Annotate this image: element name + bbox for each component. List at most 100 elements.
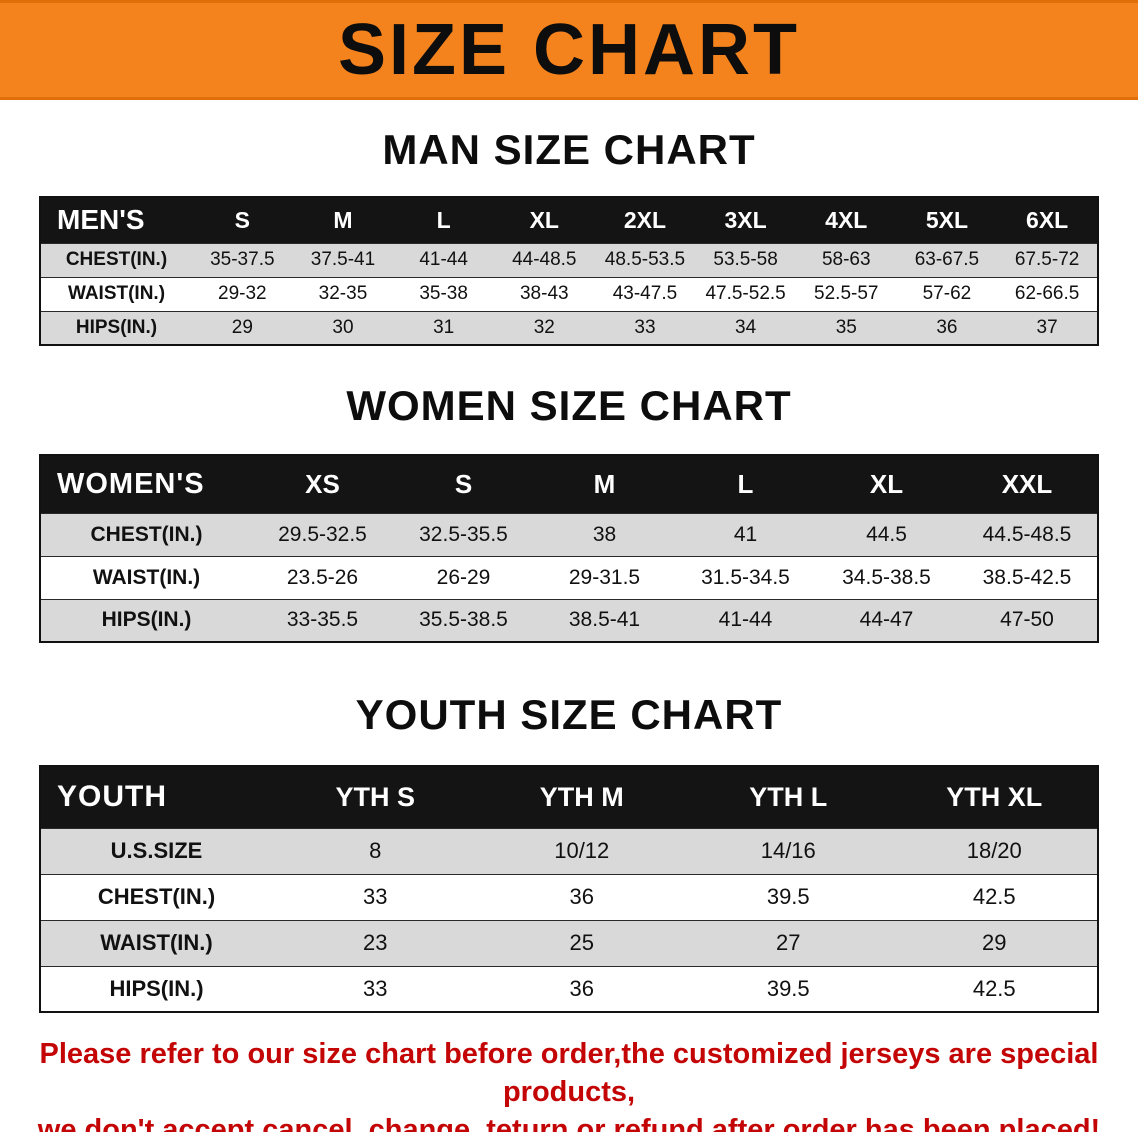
size-header-cell: 5XL [896,197,998,243]
size-header-cell: 3XL [695,197,796,243]
size-value-cell: 37 [1036,316,1058,338]
size-value-cell: 35 [835,316,857,338]
size-value-cell: 39.5 [766,884,810,909]
table-row: HIPS(IN.) 33-35.5 35.5-38.5 38.5-41 41-44 44-… [40,599,1098,642]
size-value-cell: 42.5 [972,975,1016,1001]
row-label-cell: HIPS(IN.) [101,608,192,632]
size-value-cell: 47.5-52.5 [705,283,786,304]
size-value-cell: 33 [634,316,656,338]
size-header-cell: XXL [957,455,1098,513]
table-row: CHEST(IN.) 35-37.5 37.5-41 41-44 44-48.5 48.5… [40,243,1098,277]
size-value-cell: 63-67.5 [914,249,980,270]
size-value-cell: 36 [569,884,594,909]
size-header-cell: YTH XL [891,766,1098,828]
size-value-cell: 47-50 [1000,608,1054,632]
size-header-cell: M [292,197,394,243]
size-value-cell: 38.5-42.5 [982,565,1072,589]
size-header-cell: 4XL [795,197,897,243]
size-value-cell: 41-44 [718,608,773,632]
size-value-cell: 35-37.5 [210,249,275,270]
size-value-cell: 29 [231,316,253,338]
row-label-cell: U.S.SIZE [110,838,203,863]
size-value-cell: 38 [592,522,617,546]
row-label-cell: CHEST(IN.) [97,884,216,909]
size-header-cell: L [393,197,494,243]
size-header-cell: L [675,455,816,513]
size-header-cell: YTH S [272,766,479,828]
table-title-cell: WOMEN'S [40,455,252,513]
size-value-cell: 27 [776,930,801,955]
size-value-cell: 44-47 [859,608,914,632]
footer-note-line1: Please refer to our size chart before or… [39,1038,1099,1108]
table-row: WAIST(IN.) 23.5-26 26-29 29-31.5 31.5-34.5 34… [40,556,1098,599]
size-value-cell: 29-31.5 [568,565,641,589]
size-value-cell: 34 [735,316,757,338]
row-label-cell: HIPS(IN.) [75,316,158,338]
footer-note: Please refer to our size chart before or… [0,1035,1138,1132]
size-value-cell: 35-38 [419,283,468,304]
title-banner: SIZE CHART [0,0,1138,100]
size-value-cell: 31 [433,316,455,338]
size-value-cell: 33-35.5 [286,608,359,632]
row-label-cell: WAIST(IN.) [92,565,201,589]
table-row: U.S.SIZE 8 10/12 14/16 18/20 [40,828,1098,874]
table-row: WAIST(IN.) 29-32 32-35 35-38 38-43 43-47.5 47.… [40,277,1098,311]
size-value-cell: 35.5-38.5 [419,608,508,632]
size-header-cell: XL [493,197,595,243]
size-value-cell: 32 [533,316,555,338]
size-header-cell: XL [816,455,957,513]
size-value-cell: 29.5-32.5 [278,522,367,546]
size-value-cell: 8 [369,838,382,863]
size-value-cell: 42.5 [972,884,1016,909]
table-header-row: WOMEN'S XS S M L XL XXL [40,455,1098,513]
size-header-cell: M [534,455,675,513]
footer-note-line2: we don't accept cancel, change, teturn o… [37,1114,1101,1132]
size-value-cell: 57-62 [922,283,972,304]
size-value-cell: 38-43 [519,283,569,304]
women-section-heading: WOMEN SIZE CHART [346,382,792,429]
row-label-cell: CHEST(IN.) [90,522,203,546]
size-value-cell: 18/20 [966,838,1022,863]
size-value-cell: 52.5-57 [814,283,879,304]
size-value-cell: 44.5-48.5 [982,522,1072,546]
table-header-row: YOUTH YTH S YTH M YTH L YTH XL [40,766,1098,828]
size-value-cell: 32.5-35.5 [419,522,508,546]
table-row: HIPS(IN.) 33 36 39.5 42.5 [40,966,1098,1012]
row-label-cell: HIPS(IN.) [109,975,204,1001]
size-header-cell: YTH M [478,766,685,828]
size-header-cell: 6XL [997,197,1098,243]
size-header-cell: XS [252,455,393,513]
size-value-cell: 34.5-38.5 [842,565,931,589]
page-title: SIZE CHART [338,10,800,90]
row-label-cell: WAIST(IN.) [67,283,166,304]
size-value-cell: 39.5 [766,975,810,1001]
size-value-cell: 31.5-34.5 [701,565,790,589]
size-value-cell: 44-48.5 [512,249,577,270]
size-value-cell: 25 [569,930,594,955]
size-header-cell: YTH L [685,766,892,828]
youth-size-table: YOUTH YTH S YTH M YTH L YTH XL U.S.SIZE 8 10/12… [39,765,1099,1013]
table-row: CHEST(IN.) 29.5-32.5 32.5-35.5 38 41 44.5 44.5… [40,513,1098,556]
youth-section: YOUTH SIZE CHART YOUTH YTH S YTH M YTH L YTH… [0,691,1138,1013]
size-value-cell: 10/12 [554,838,610,863]
size-value-cell: 58-63 [821,249,871,270]
row-label-cell: CHEST(IN.) [65,249,168,270]
size-value-cell: 30 [332,316,354,338]
size-value-cell: 37.5-41 [310,249,376,270]
size-value-cell: 36 [936,316,958,338]
size-value-cell: 29-32 [218,283,267,304]
size-value-cell: 41-44 [419,249,468,270]
size-value-cell: 26-29 [436,565,491,589]
table-title-cell: MEN'S [40,197,192,243]
men-section: MAN SIZE CHART MEN'S S M L XL 2XL 3XL 4XL 5XL 6XL… [0,126,1138,346]
size-value-cell: 14/16 [760,838,816,863]
table-row: HIPS(IN.) 29 30 31 32 33 34 35 36 37 [40,311,1098,345]
size-value-cell: 62-66.5 [1014,283,1080,304]
size-value-cell: 41 [733,522,758,546]
size-value-cell: 23 [363,930,388,955]
table-row: CHEST(IN.) 33 36 39.5 42.5 [40,874,1098,920]
women-section: WOMEN SIZE CHART WOMEN'S XS S M L XL XXL CHEST(… [0,382,1138,643]
size-value-cell: 29 [982,930,1007,955]
size-value-cell: 67.5-72 [1014,249,1080,270]
size-value-cell: 44.5 [866,522,907,546]
